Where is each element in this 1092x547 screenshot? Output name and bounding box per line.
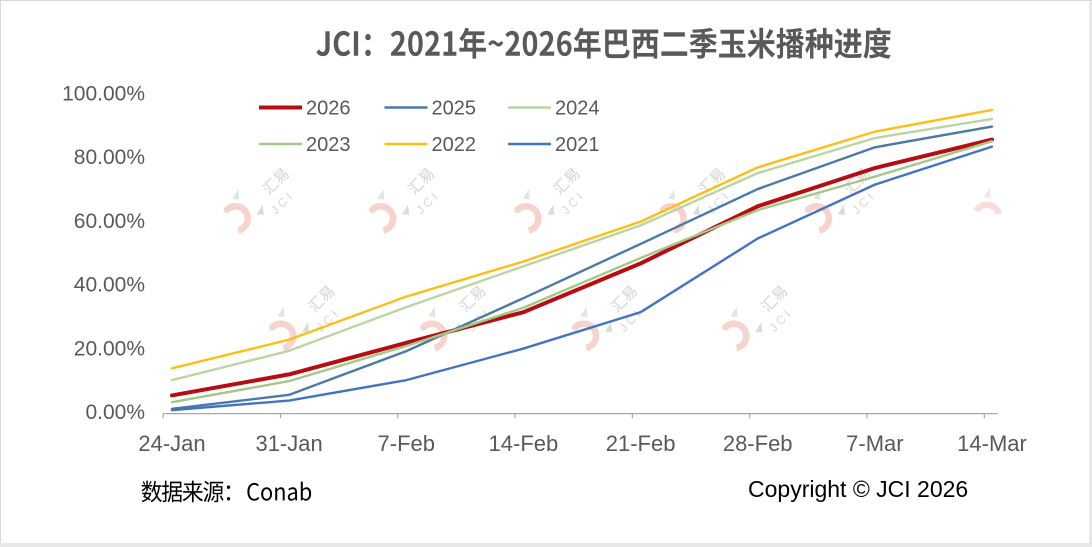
- svg-text:0.00%: 0.00%: [85, 401, 145, 424]
- svg-text:100.00%: 100.00%: [62, 82, 145, 105]
- svg-text:2022: 2022: [432, 134, 477, 156]
- svg-text:40.00%: 40.00%: [74, 274, 145, 297]
- svg-text:2025: 2025: [432, 98, 477, 120]
- svg-text:28-Feb: 28-Feb: [723, 431, 793, 456]
- svg-text:2021: 2021: [555, 134, 600, 156]
- svg-text:7-Feb: 7-Feb: [378, 431, 435, 456]
- svg-text:21-Feb: 21-Feb: [606, 431, 676, 456]
- svg-text:Copyright © JCI 2026: Copyright © JCI 2026: [748, 476, 968, 502]
- svg-text:20.00%: 20.00%: [74, 337, 145, 360]
- svg-text:60.00%: 60.00%: [74, 210, 145, 233]
- svg-text:14-Mar: 14-Mar: [957, 431, 1027, 456]
- svg-text:2024: 2024: [555, 98, 600, 120]
- svg-text:31-Jan: 31-Jan: [255, 431, 322, 456]
- svg-text:7-Mar: 7-Mar: [846, 431, 903, 456]
- svg-text:80.00%: 80.00%: [74, 146, 145, 169]
- svg-text:24-Jan: 24-Jan: [138, 431, 205, 456]
- svg-text:14-Feb: 14-Feb: [489, 431, 559, 456]
- svg-text:2026: 2026: [306, 98, 351, 120]
- svg-text:2023: 2023: [306, 134, 351, 156]
